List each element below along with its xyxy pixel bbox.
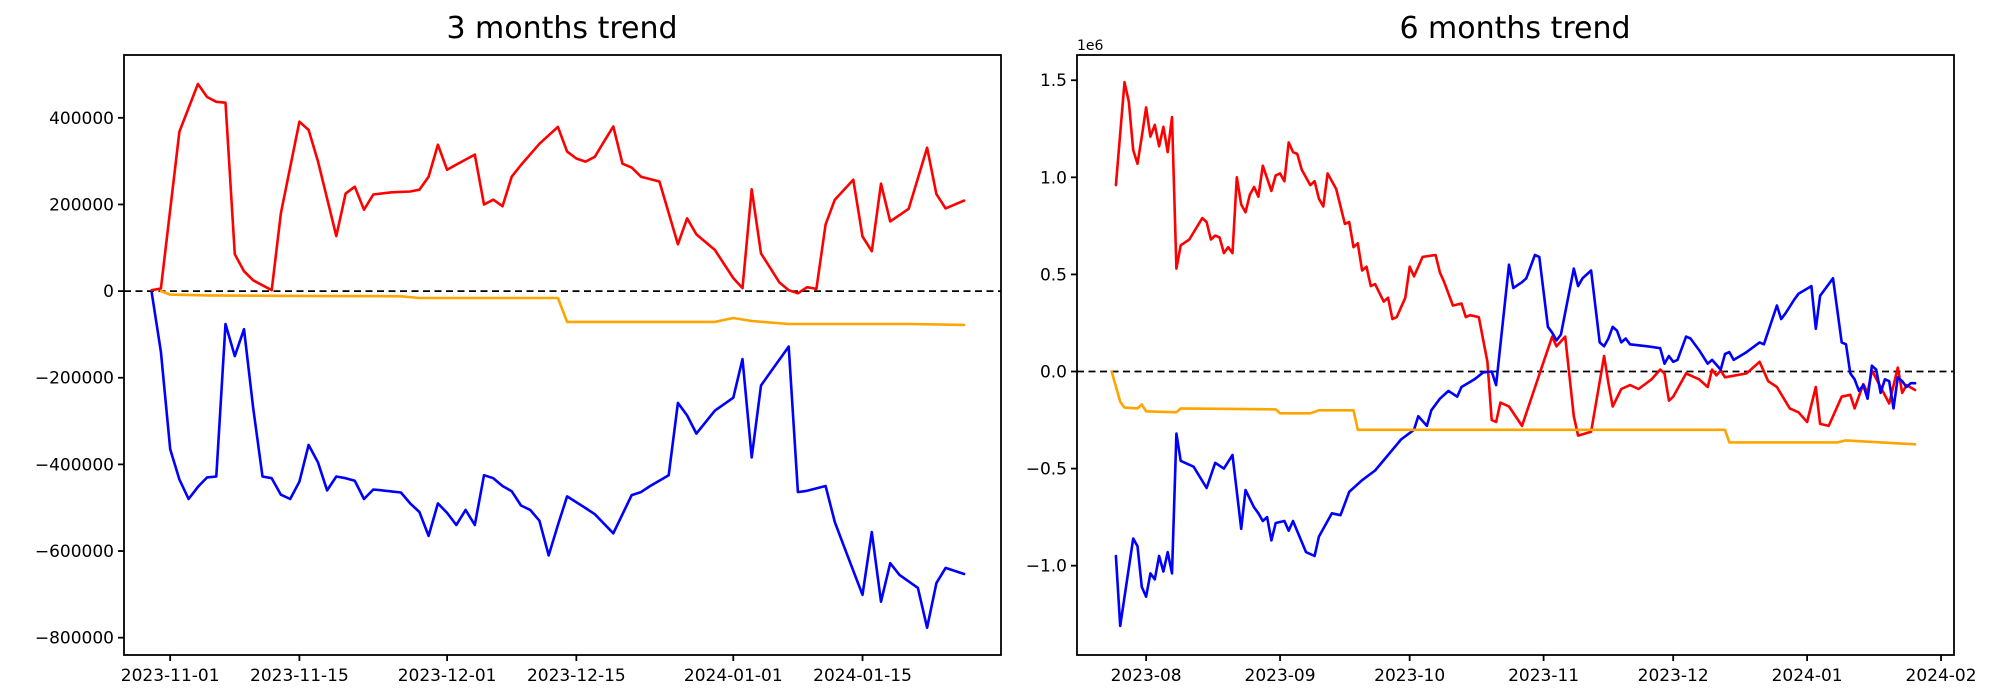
y-axis-offset-label: 1e6 (1077, 38, 1104, 54)
x-tick-label: 2023-09 (1245, 666, 1316, 686)
axes-border (1076, 54, 1955, 656)
y-tick-label: 400000 (49, 109, 114, 129)
x-tick-label: 2023-11-01 (121, 666, 220, 686)
chart-3-months-trend: 400000 200000 0 −200000 −400000 −600000 −80000… (35, 54, 1002, 686)
x-tick-label: 2023-12-01 (398, 666, 497, 686)
y-tick-label: 0.5 (1040, 265, 1067, 285)
x-tick-label: 2024-01 (1772, 666, 1843, 686)
red-line-series (150, 82, 966, 295)
y-tick-label: −600000 (35, 542, 114, 562)
x-tick-label: 2023-08 (1111, 666, 1182, 686)
x-tick-label: 2024-01-01 (684, 666, 783, 686)
y-tick-label: 0.0 (1040, 363, 1067, 383)
chart-6-months-trend: 1.5 1.0 0.5 0.0 −0.5 −1.0 2023-08 2023-09 2023-1… (1026, 54, 1977, 686)
y-tick-label: −1.0 (1026, 557, 1067, 577)
y-tick-label: 0 (103, 282, 114, 302)
y-tick-label: −800000 (35, 629, 114, 649)
blue-line-series (150, 291, 966, 630)
y-tick-label: 200000 (49, 195, 114, 215)
x-tick-label: 2024-02 (1906, 666, 1977, 686)
axes-border (123, 54, 1002, 656)
orange-line-series (1110, 370, 1917, 446)
chart-title-3-months: 3 months trend (446, 11, 677, 46)
x-tick-label: 2023-11 (1508, 666, 1579, 686)
x-tick-label: 2023-10 (1374, 666, 1445, 686)
x-tick-label: 2023-12-15 (527, 666, 626, 686)
y-tick-label: 1.0 (1040, 168, 1067, 188)
y-tick-label: 1.5 (1040, 71, 1067, 91)
y-tick-label: −400000 (35, 455, 114, 475)
red-line-series (1114, 80, 1917, 437)
blue-line-series (1114, 253, 1917, 628)
y-tick-label: −0.5 (1026, 460, 1067, 480)
x-tick-label: 2024-01-15 (813, 666, 912, 686)
orange-line-series (159, 289, 966, 327)
chart-title-6-months: 6 months trend (1399, 11, 1630, 46)
x-tick-label: 2023-12 (1638, 666, 1709, 686)
y-tick-label: −200000 (35, 369, 114, 389)
x-tick-label: 2023-11-15 (250, 666, 349, 686)
